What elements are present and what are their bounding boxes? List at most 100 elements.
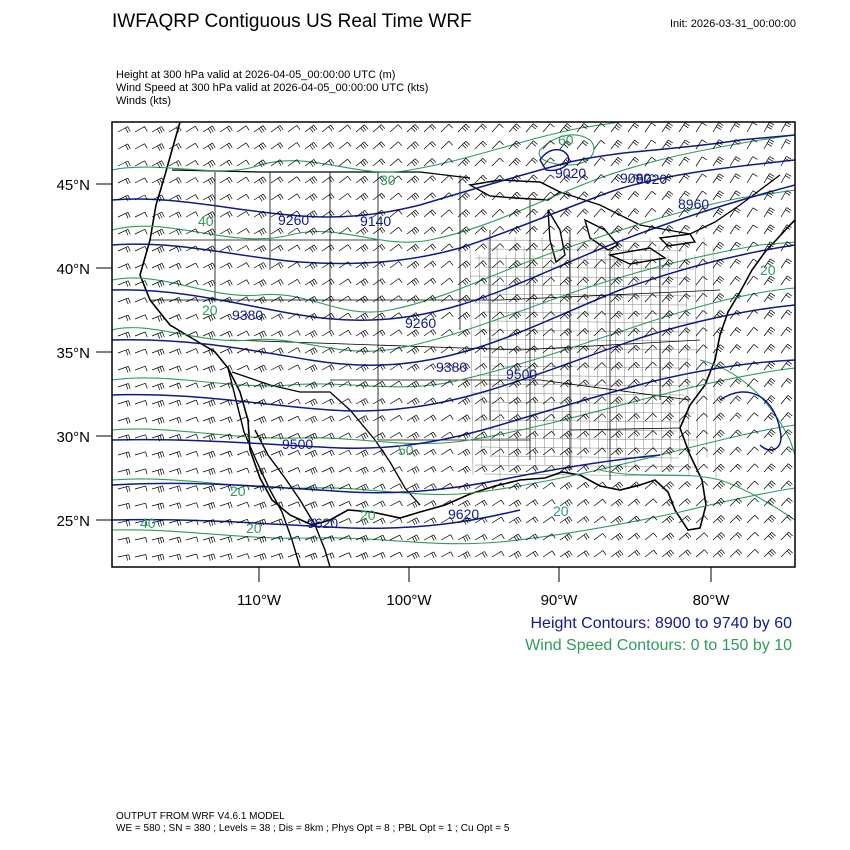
wind-barb xyxy=(372,209,386,218)
page-title: IWFAQRP Contiguous US Real Time WRF xyxy=(112,11,472,32)
wind-barb xyxy=(525,157,538,167)
wind-barb xyxy=(202,416,216,424)
wind-barb xyxy=(712,224,725,235)
wind-barb xyxy=(474,363,488,371)
wind-barb xyxy=(219,347,233,355)
wind-barb xyxy=(712,156,724,167)
wind-barb xyxy=(372,346,386,354)
map-content: 9260 9140 9380 9260 9380 9500 9500 9620 … xyxy=(112,122,795,567)
wind-barb xyxy=(457,158,470,167)
wind-barb xyxy=(661,532,675,541)
wind-barb xyxy=(253,228,267,236)
wind-barb xyxy=(678,412,691,422)
wind-barb xyxy=(355,364,369,372)
wind-barb xyxy=(491,499,505,507)
wind-barb xyxy=(559,174,572,184)
wind-barb xyxy=(491,192,504,201)
wind-barb xyxy=(712,344,725,354)
wind-barb xyxy=(372,415,386,422)
wind-barb xyxy=(491,157,504,167)
wind-barb xyxy=(270,210,284,218)
wind-barb xyxy=(270,415,284,423)
wind-barb xyxy=(525,140,538,150)
wind-barb xyxy=(780,480,793,490)
wind-barb xyxy=(491,414,505,422)
wind-barb xyxy=(542,123,555,133)
wind-barb xyxy=(712,498,725,507)
wind-barb xyxy=(695,429,708,439)
wind-barb xyxy=(644,276,657,286)
wind-barb xyxy=(610,498,624,507)
speed-label: 40 xyxy=(140,515,156,531)
wind-barb xyxy=(644,225,657,235)
wind-barb xyxy=(678,259,691,269)
wind-barb xyxy=(202,553,216,561)
speed-label: 20 xyxy=(553,503,569,519)
county-line xyxy=(532,254,537,475)
wind-barb xyxy=(508,397,522,405)
wind-barb xyxy=(525,379,539,388)
wind-barb xyxy=(304,313,318,321)
wind-barb xyxy=(508,431,522,439)
wind-barb xyxy=(627,276,640,286)
wind-barb xyxy=(372,227,386,235)
wind-barb xyxy=(185,279,199,286)
wind-barb xyxy=(627,498,641,507)
wind-barb xyxy=(542,311,556,320)
wind-barb xyxy=(593,413,607,422)
wind-barb xyxy=(355,432,369,440)
field-description-height: Height at 300 hPa valid at 2026-04-05_00… xyxy=(116,69,396,81)
wind-barb xyxy=(355,466,369,475)
wind-barb xyxy=(253,330,267,339)
wind-barb xyxy=(525,243,538,252)
wind-barb xyxy=(372,483,386,491)
wind-barb xyxy=(304,124,318,133)
wind-barb xyxy=(678,276,691,286)
wind-barb xyxy=(321,501,335,508)
wind-barb xyxy=(542,550,556,558)
county-line xyxy=(550,245,555,457)
wind-barb xyxy=(270,125,284,133)
wind-barb xyxy=(678,429,691,439)
county-line xyxy=(491,320,699,324)
wind-barb xyxy=(508,294,522,303)
wind-barb xyxy=(695,276,708,286)
wind-barb xyxy=(661,242,674,252)
wind-barb xyxy=(678,549,692,558)
county-line xyxy=(613,254,618,456)
wind-barb xyxy=(712,481,725,490)
wind-barb xyxy=(134,400,148,406)
wind-barb xyxy=(151,536,165,544)
wind-barb xyxy=(440,158,454,167)
wind-barb xyxy=(695,361,708,371)
wind-barb xyxy=(168,365,182,373)
wind-barb xyxy=(763,122,775,133)
wind-barb xyxy=(610,550,624,558)
wind-barb xyxy=(593,293,606,303)
lat-label-25: 25°N xyxy=(56,513,90,530)
wind-barb xyxy=(253,159,267,168)
wind-barb xyxy=(474,157,487,167)
wind-barb xyxy=(712,361,725,371)
wind-barb xyxy=(372,175,386,184)
wind-barb xyxy=(746,241,758,252)
wind-barb xyxy=(338,278,352,286)
wind-barb xyxy=(406,414,420,423)
wind-barb xyxy=(474,345,488,354)
wind-barb xyxy=(678,344,691,354)
wind-barb xyxy=(372,500,386,508)
wind-barb xyxy=(746,497,759,507)
wind-barb xyxy=(321,278,335,286)
wind-barb xyxy=(423,466,437,473)
wind-barb xyxy=(168,451,182,458)
county-line xyxy=(622,236,627,478)
wind-barb xyxy=(780,275,792,286)
wind-barb xyxy=(695,122,707,133)
wind-barb xyxy=(372,552,386,559)
wind-barb xyxy=(151,519,165,527)
wind-barb xyxy=(525,533,539,541)
wind-barb xyxy=(117,348,131,356)
height-label: 9500 xyxy=(506,366,537,382)
wind-barb xyxy=(321,466,335,474)
wind-barb xyxy=(202,450,216,459)
